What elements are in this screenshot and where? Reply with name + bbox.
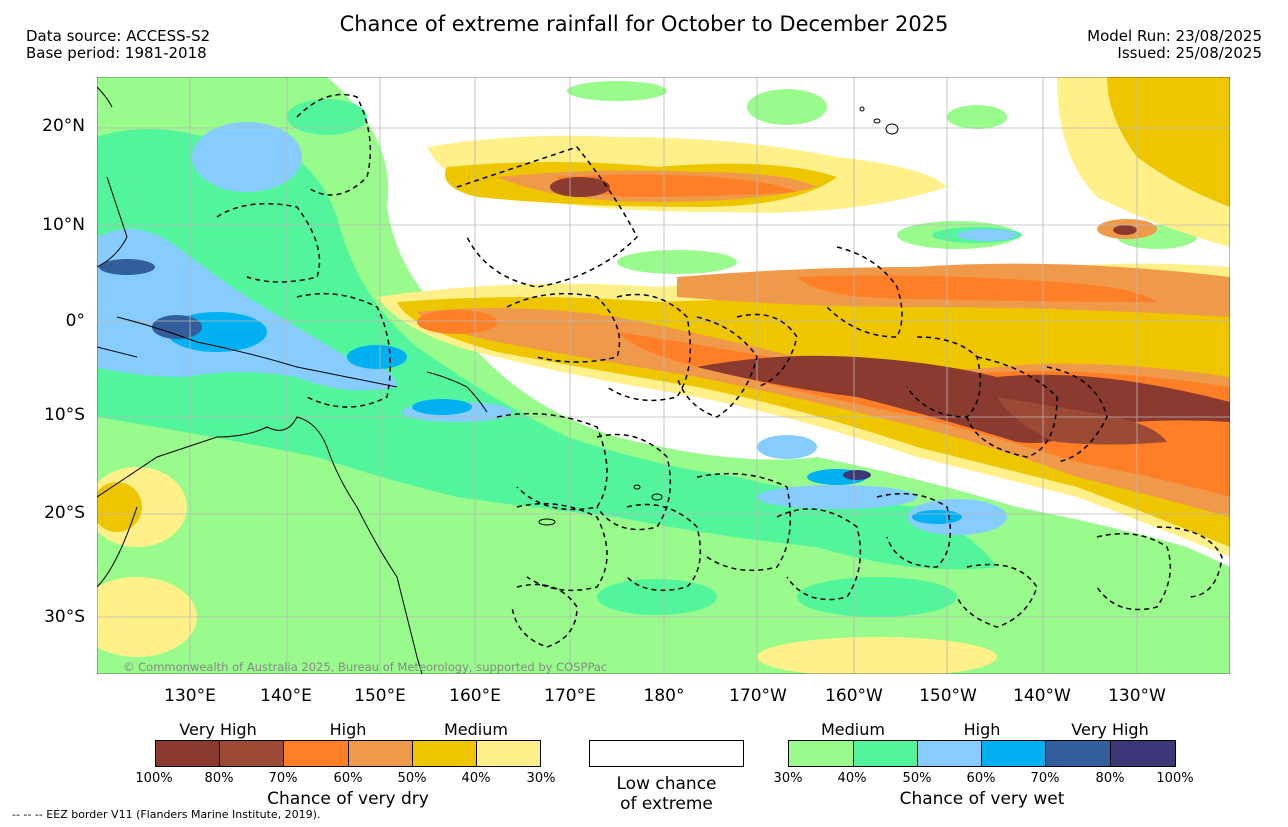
lat-label-10s: 10°S: [44, 405, 85, 425]
lon-label-150w: 150°W: [919, 686, 977, 706]
wet-legend-header-medium: Medium: [821, 720, 885, 739]
lon-label-180: 180°: [643, 686, 685, 706]
wet-tick-100: 100%: [1156, 771, 1194, 786]
dry-tick-70: 70%: [268, 771, 298, 786]
wet-swatch-5: [1045, 740, 1111, 767]
copyright-text: © Commonwealth of Australia 2025, Bureau…: [123, 660, 608, 674]
low-chance-swatch: [589, 740, 744, 767]
wet-swatch-1: [788, 740, 854, 767]
graticule: [97, 77, 1230, 674]
lon-label-170e: 170°E: [544, 686, 596, 706]
dry-tick-80: 80%: [204, 771, 234, 786]
chart-title: Chance of extreme rainfall for October t…: [339, 12, 949, 36]
lat-label-30s: 30°S: [44, 607, 85, 627]
dry-legend-header-very-high: Very High: [179, 720, 257, 739]
data-source-text: Data source: ACCESS-S2: [26, 27, 211, 45]
base-period-text: Base period: 1981-2018: [26, 44, 207, 62]
lon-label-140w: 140°W: [1013, 686, 1071, 706]
dry-swatch-3: [283, 740, 349, 767]
lat-label-20s: 20°S: [44, 503, 85, 523]
wet-swatch-6: [1110, 740, 1176, 767]
lon-label-170w: 170°W: [729, 686, 787, 706]
dry-legend-header-medium: Medium: [444, 720, 508, 739]
dry-legend-caption: Chance of very dry: [267, 789, 429, 809]
dry-tick-100: 100%: [135, 771, 173, 786]
wet-legend-header-very-high: Very High: [1071, 720, 1149, 739]
wet-tick-40: 40%: [837, 771, 867, 786]
low-chance-label-line1: Low chance: [616, 774, 717, 794]
dry-tick-60: 60%: [333, 771, 363, 786]
islands: [538, 106, 899, 526]
dry-very-high-region: [550, 177, 1230, 445]
rainfall-map: [97, 77, 1230, 674]
wet-tick-50: 50%: [902, 771, 932, 786]
dry-swatch-6: [476, 740, 541, 767]
wet-very-high-region: [97, 122, 1017, 535]
lon-label-140e: 140°E: [260, 686, 312, 706]
dry-legend-header-high: High: [329, 720, 367, 739]
lon-label-130e: 130°E: [164, 686, 216, 706]
wet-tick-70: 70%: [1030, 771, 1060, 786]
lon-label-130w: 130°W: [1108, 686, 1166, 706]
eez-footnote: -- -- -- EEZ border V11 (Flanders Marine…: [12, 808, 321, 821]
lat-label-equator: 0°: [65, 311, 85, 331]
dry-tick-30: 30%: [526, 771, 556, 786]
dry-swatch-1: [155, 740, 220, 767]
wet-tick-30: 30%: [773, 771, 803, 786]
wet-legend-header-high: High: [963, 720, 1001, 739]
lon-label-150e: 150°E: [354, 686, 406, 706]
wet-swatch-4: [981, 740, 1046, 767]
wet-tick-60: 60%: [966, 771, 996, 786]
lon-label-160e: 160°E: [449, 686, 501, 706]
dry-swatch-2: [219, 740, 284, 767]
dry-tick-50: 50%: [397, 771, 427, 786]
lat-label-20n: 20°N: [42, 116, 85, 136]
dry-swatch-5: [412, 740, 477, 767]
coastlines: [97, 86, 488, 674]
lon-label-160w: 160°W: [825, 686, 883, 706]
eez-borders: [216, 93, 1223, 648]
lat-label-10n: 10°N: [42, 215, 85, 235]
dry-tick-40: 40%: [461, 771, 491, 786]
dry-swatch-4: [348, 740, 413, 767]
wet-swatch-2: [853, 740, 918, 767]
wet-tick-80: 80%: [1095, 771, 1125, 786]
wet-swatch-3: [917, 740, 982, 767]
model-run-text: Model Run: 23/08/2025: [1087, 27, 1262, 45]
low-chance-label-line2: of extreme: [620, 794, 713, 814]
wet-legend-caption: Chance of very wet: [899, 789, 1065, 809]
issued-text: Issued: 25/08/2025: [1117, 44, 1262, 62]
